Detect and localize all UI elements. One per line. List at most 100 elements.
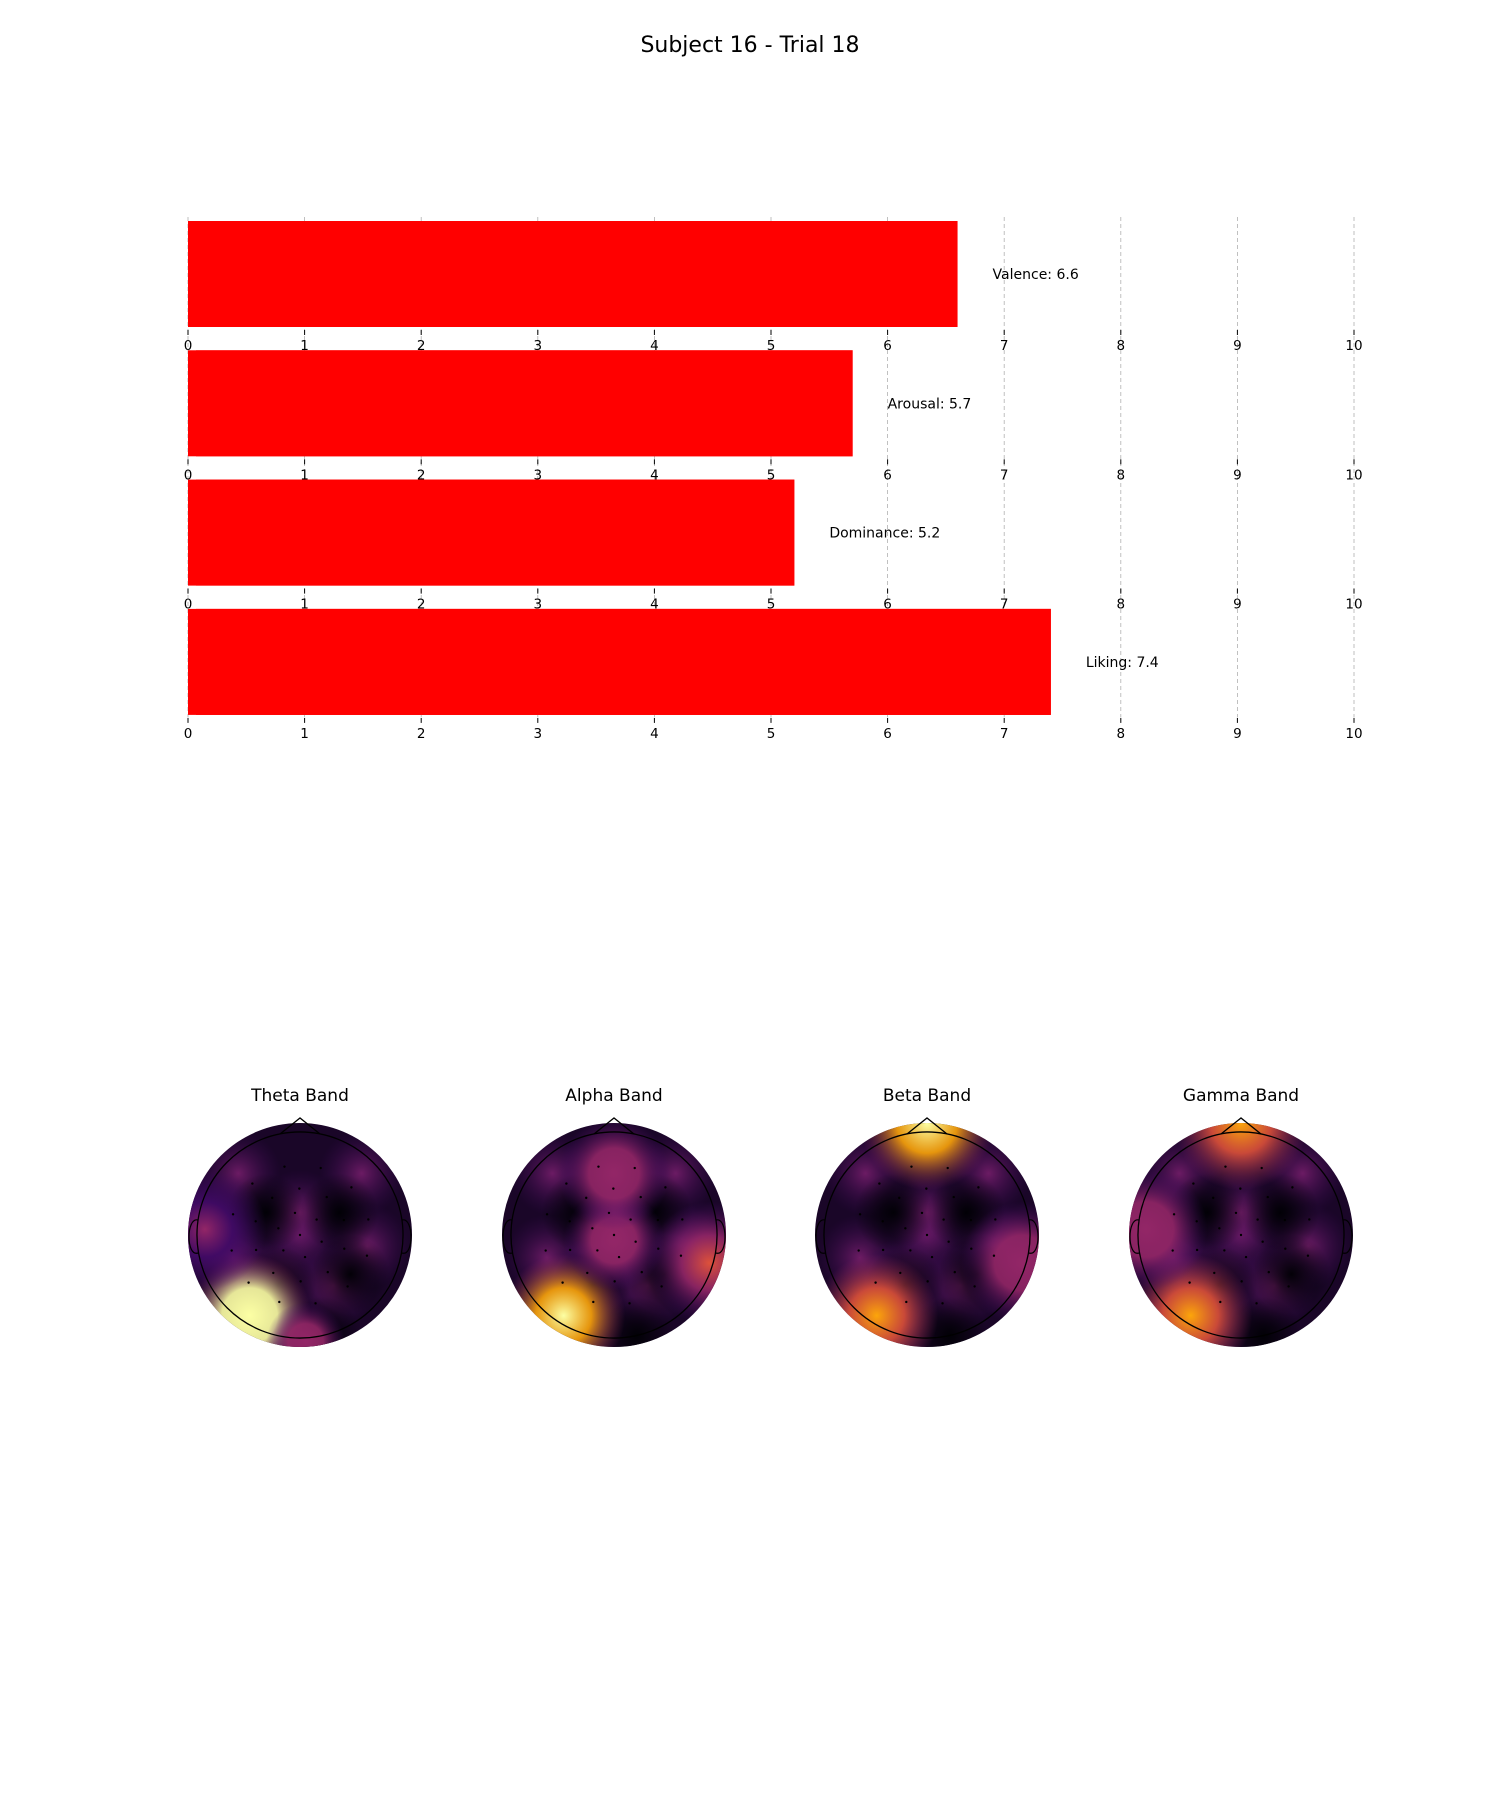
- x-tick-label: 10: [1345, 467, 1362, 483]
- electrode-dot: [1212, 1196, 1215, 1200]
- electrode-dot: [1260, 1166, 1263, 1170]
- panel-title: Gamma Band: [1183, 1086, 1299, 1106]
- x-tick-label: 9: [1233, 467, 1242, 483]
- bar-overlay: [196, 479, 795, 586]
- electrode-dot: [612, 1187, 615, 1190]
- x-tick-label: 1: [300, 338, 309, 354]
- electrode-dot: [1213, 1271, 1216, 1275]
- x-tick-label: 7: [1000, 597, 1009, 613]
- x-tick-label: 3: [534, 726, 543, 742]
- electrode-dot: [565, 1182, 568, 1185]
- x-tick-label: 7: [1000, 467, 1009, 483]
- bar-valence: [188, 221, 958, 327]
- electrode-dot: [1244, 1255, 1248, 1259]
- electrode-dot: [969, 1218, 973, 1222]
- electrode-dot: [293, 1211, 297, 1215]
- head-outline: [510, 1131, 718, 1339]
- x-tick-label: 9: [1233, 726, 1242, 742]
- electrode-dot: [298, 1187, 301, 1190]
- electrode-dot: [1239, 1187, 1242, 1190]
- x-tick-label: 5: [767, 467, 776, 483]
- x-tick-label: 8: [1117, 597, 1126, 613]
- electrode-dot: [1267, 1270, 1270, 1274]
- x-tick-label: 5: [767, 726, 776, 742]
- electrode-dot: [633, 1166, 636, 1170]
- x-tick-label: 6: [883, 597, 892, 613]
- x-tick-label: 10: [1345, 597, 1362, 613]
- field-hotspot: [647, 1201, 726, 1325]
- electrode-dot: [1188, 1281, 1191, 1284]
- x-tick-label: 2: [417, 467, 426, 483]
- electrode-dot: [664, 1186, 667, 1189]
- electrode-dot: [1291, 1186, 1294, 1189]
- electrode-dot: [1195, 1248, 1199, 1252]
- left-ear-outline: [1129, 1219, 1140, 1254]
- panel-title: Theta Band: [250, 1086, 349, 1106]
- electrode-dot: [278, 1300, 281, 1304]
- electrode-dot: [970, 1247, 973, 1250]
- field-hotspot: [1173, 1123, 1309, 1191]
- right-ear-outline: [1342, 1219, 1353, 1254]
- electrode-dot: [1255, 1302, 1258, 1305]
- electrode-dot: [1234, 1211, 1238, 1215]
- electrode-dot: [231, 1213, 235, 1216]
- electrode-dot: [952, 1195, 955, 1199]
- electrode-dot: [277, 1227, 280, 1230]
- x-tick-label: 2: [417, 726, 426, 742]
- electrode-dot: [1224, 1165, 1227, 1168]
- electrode-dot: [899, 1271, 902, 1275]
- field-hotspot: [960, 1201, 1039, 1325]
- x-tick-label: 0: [184, 597, 193, 613]
- electrode-dot: [325, 1195, 328, 1199]
- scalp-field: [502, 1123, 726, 1347]
- electrode-dot: [660, 1285, 663, 1288]
- electrode-dot: [1306, 1254, 1310, 1257]
- x-tick-label: 10: [1345, 726, 1362, 742]
- x-tick-label: 0: [184, 726, 193, 742]
- electrode-dot: [607, 1211, 611, 1215]
- electrode-dot: [1287, 1285, 1290, 1288]
- electrode-dot: [303, 1255, 307, 1259]
- electrode-dot: [904, 1227, 907, 1230]
- electrode-dot: [1261, 1240, 1264, 1243]
- x-tick-label: 2: [417, 597, 426, 613]
- x-tick-label: 8: [1117, 467, 1126, 483]
- x-tick-label: 4: [650, 467, 659, 483]
- electrode-dot: [561, 1281, 564, 1284]
- left-ear-outline: [502, 1219, 513, 1254]
- topomap-alpha-band: Alpha Band: [502, 1086, 726, 1347]
- electrode-dot: [881, 1248, 885, 1252]
- electrode-dot: [591, 1227, 594, 1230]
- electrode-dot: [941, 1302, 944, 1305]
- topomap-gamma-band: Gamma Band: [1129, 1086, 1353, 1347]
- electrode-dot: [342, 1218, 346, 1222]
- bar-overlay: [196, 608, 1051, 715]
- electrode-dot: [272, 1271, 275, 1275]
- electrode-dot: [878, 1182, 881, 1185]
- electrode-dot: [898, 1196, 901, 1200]
- electrode-dot: [905, 1300, 908, 1304]
- electrode-dot: [973, 1285, 976, 1288]
- electrode-dot: [230, 1249, 233, 1252]
- x-tick-label: 1: [300, 726, 309, 742]
- x-tick-label: 3: [534, 467, 543, 483]
- field-trough: [1241, 1173, 1320, 1252]
- head-outline: [196, 1131, 404, 1339]
- electrode-dot: [596, 1249, 599, 1252]
- electrode-dot: [679, 1254, 683, 1257]
- x-tick-label: 4: [650, 726, 659, 742]
- electrode-dot: [942, 1218, 945, 1221]
- electrode-dot: [592, 1300, 595, 1304]
- electrode-dot: [319, 1166, 322, 1170]
- electrode-dot: [1284, 1247, 1287, 1250]
- field-trough: [300, 1173, 379, 1252]
- electrode-dot: [930, 1255, 934, 1259]
- electrode-dot: [656, 1218, 660, 1222]
- x-tick-label: 0: [184, 467, 193, 483]
- x-tick-label: 9: [1233, 338, 1242, 354]
- electrode-dot: [271, 1196, 274, 1200]
- electrode-dot: [254, 1248, 258, 1252]
- right-ear-outline: [715, 1219, 726, 1254]
- electrode-dot: [1266, 1195, 1269, 1199]
